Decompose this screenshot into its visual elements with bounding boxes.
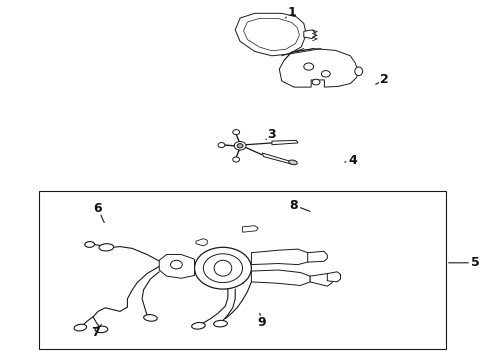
Ellipse shape [289, 160, 297, 165]
Ellipse shape [237, 144, 243, 148]
Polygon shape [251, 249, 309, 265]
Ellipse shape [234, 141, 246, 150]
Text: 5: 5 [471, 256, 480, 269]
Polygon shape [279, 49, 358, 87]
FancyBboxPatch shape [39, 191, 446, 349]
Ellipse shape [192, 323, 205, 329]
Polygon shape [310, 274, 332, 286]
Polygon shape [244, 18, 299, 51]
Text: 8: 8 [290, 199, 298, 212]
Polygon shape [196, 239, 207, 246]
Ellipse shape [99, 244, 114, 251]
Polygon shape [235, 13, 306, 56]
Ellipse shape [74, 324, 87, 331]
Ellipse shape [218, 143, 225, 148]
Ellipse shape [203, 254, 243, 283]
Text: 7: 7 [91, 327, 100, 339]
Text: 1: 1 [287, 6, 296, 19]
Ellipse shape [304, 63, 314, 70]
Ellipse shape [195, 247, 251, 289]
Ellipse shape [312, 79, 320, 85]
Ellipse shape [233, 130, 240, 135]
Ellipse shape [214, 260, 232, 276]
Ellipse shape [171, 260, 182, 269]
Ellipse shape [95, 326, 108, 333]
Text: 3: 3 [268, 129, 276, 141]
Polygon shape [159, 255, 195, 278]
Ellipse shape [85, 242, 95, 247]
Polygon shape [327, 272, 341, 282]
Ellipse shape [355, 67, 363, 76]
Polygon shape [272, 140, 298, 145]
Polygon shape [251, 270, 310, 285]
Polygon shape [243, 226, 258, 232]
Text: 2: 2 [380, 73, 389, 86]
Ellipse shape [233, 157, 240, 162]
Polygon shape [304, 30, 315, 39]
Text: 9: 9 [258, 316, 267, 329]
Ellipse shape [321, 71, 330, 77]
Polygon shape [262, 153, 291, 164]
Polygon shape [308, 251, 327, 262]
Text: 6: 6 [94, 202, 102, 215]
Text: 4: 4 [348, 154, 357, 167]
Ellipse shape [214, 320, 227, 327]
Ellipse shape [144, 315, 157, 321]
